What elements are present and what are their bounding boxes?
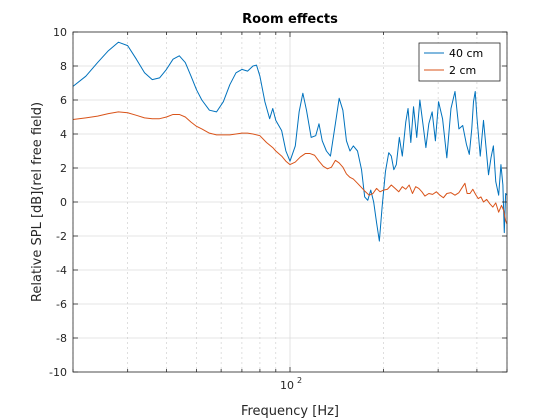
x-axis-label: Frequency [Hz]	[241, 404, 339, 419]
y-tick-label: 4	[60, 128, 67, 141]
y-tick-label: 2	[60, 162, 67, 175]
chart-title: Room effects	[242, 12, 338, 27]
legend-label-2cm: 2 cm	[449, 64, 476, 77]
legend-label-40cm: 40 cm	[449, 47, 483, 60]
y-tick-label: -4	[56, 264, 67, 277]
series-line-40cm	[72, 41, 508, 242]
legend-box	[418, 42, 501, 82]
y-tick-label: -6	[56, 298, 67, 311]
y-tick-label: -2	[56, 230, 67, 243]
y-tick-label: -10	[49, 366, 67, 379]
y-tick-label: 0	[60, 196, 67, 209]
y-tick-label: 8	[60, 60, 67, 73]
y-tick-label: 10	[53, 26, 67, 39]
y-tick-label: -8	[56, 332, 67, 345]
y-tick-label: 6	[60, 94, 67, 107]
legend: 40 cm 2 cm	[418, 42, 501, 82]
x-tick-label-exponent: 2	[297, 376, 302, 385]
x-tick-label: 10	[280, 379, 294, 392]
series-group	[72, 41, 508, 242]
series-line-2cm	[72, 111, 508, 225]
y-axis-label: Relative SPL [dB](rel free field)	[30, 102, 45, 302]
